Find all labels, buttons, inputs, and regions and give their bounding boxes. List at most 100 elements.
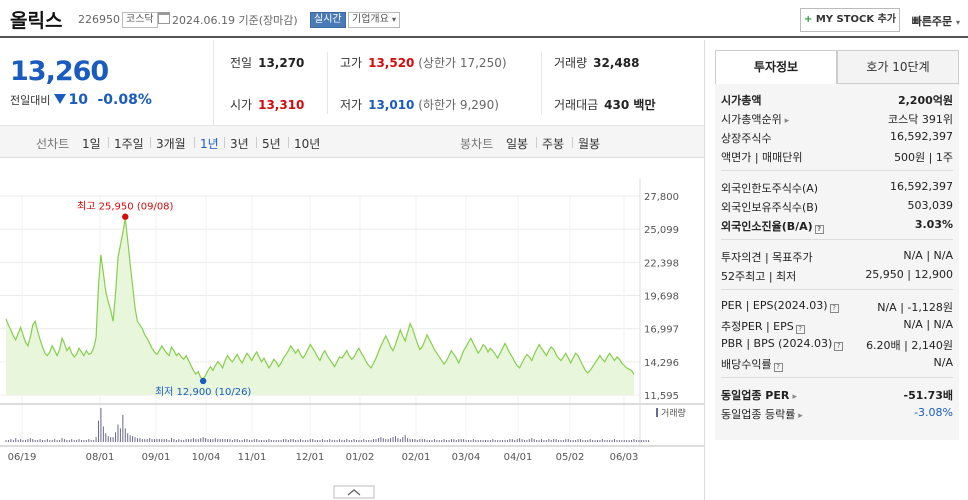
chevron-down-icon: ▾: [955, 18, 960, 27]
change-amount: 10: [68, 92, 88, 108]
market-tag: 코스닥: [122, 12, 158, 28]
volume-bar: [526, 440, 528, 442]
period-4[interactable]: 3년: [230, 137, 249, 151]
chart-svg: 27,800 25,099 22,398 19,698 16,997 14,296 11,5…: [0, 158, 704, 500]
info-value: 25,950 | 12,900: [865, 268, 953, 281]
help-icon[interactable]: ?: [795, 325, 805, 334]
low-marker: [199, 377, 207, 385]
volume-bar: [90, 440, 92, 442]
volume-bar: [115, 432, 117, 442]
info-key: 액면가 | 매매단위: [721, 151, 803, 164]
info-key[interactable]: 동일업종 등락률 ▸: [721, 408, 803, 421]
low-label: 최저 12,900 (10/26): [155, 386, 251, 398]
help-icon[interactable]: ?: [834, 342, 844, 351]
period-1[interactable]: 1주일: [114, 137, 144, 151]
volume-bar: [436, 440, 438, 442]
volume-bar: [153, 439, 155, 442]
price-line: [5, 218, 635, 380]
plus-icon: +: [803, 14, 813, 25]
info-row: 시가총액순위 ▸ 코스닥 391위: [721, 111, 953, 129]
help-icon[interactable]: ?: [814, 225, 824, 234]
volume-bar: [163, 439, 165, 442]
volume-bar: [56, 440, 58, 442]
volume-bar: [171, 438, 173, 442]
divider: [108, 137, 109, 148]
volume-bar: [548, 439, 550, 442]
volume-bar: [577, 439, 579, 442]
volume-bar: [631, 440, 633, 442]
info-key[interactable]: 동일업종 PER ▸: [721, 389, 798, 402]
y-tick-label: 25,099: [644, 225, 679, 236]
volume-bar: [42, 440, 44, 442]
help-icon[interactable]: ?: [829, 304, 839, 313]
period-0[interactable]: 1일: [82, 137, 101, 151]
volume-bar: [24, 440, 26, 442]
volume-bar: [76, 440, 78, 442]
volume: 거래량 32,488: [554, 54, 639, 71]
volume-bar: [173, 439, 175, 442]
volume-bar: [110, 437, 112, 442]
period-2[interactable]: 3개월: [156, 137, 186, 151]
tab-investment-info[interactable]: 투자정보: [715, 50, 837, 84]
period-5[interactable]: 5년: [262, 137, 281, 151]
volume-bar: [34, 440, 36, 442]
volume-bar: [492, 439, 494, 442]
candle-chart-label: 봉차트: [460, 137, 494, 151]
price-box: 13,260 전일대비 10 -0.08%: [0, 40, 214, 126]
change-row: 전일대비 10 -0.08%: [10, 92, 152, 108]
volume-bar: [278, 440, 280, 442]
info-key: PER | EPS(2024.03)?: [721, 299, 839, 313]
volume-bar: [214, 438, 216, 442]
period-6[interactable]: 10년: [294, 137, 321, 151]
volume-bar: [54, 439, 56, 442]
volume-bar: [144, 439, 146, 442]
add-mystock-label: MY STOCK 추가: [815, 14, 897, 25]
volume-bar: [407, 438, 409, 442]
volume-bar: [319, 440, 321, 442]
y-tick-label: 14,296: [644, 358, 679, 369]
volume-bar: [480, 440, 482, 442]
volume-bar: [321, 439, 323, 442]
info-key: 외국인소진율(B/A)?: [721, 218, 824, 234]
volume-bar: [387, 439, 389, 442]
collapse-button[interactable]: [333, 485, 375, 499]
company-overview-button[interactable]: 기업개요 ▾: [348, 12, 401, 28]
volume-bar: [446, 440, 448, 442]
y-tick-label: 16,997: [644, 325, 679, 336]
info-row: 52주최고 | 최저 25,950 | 12,900: [721, 268, 953, 286]
candle-1[interactable]: 주봉: [542, 137, 565, 151]
volume-bar: [334, 440, 336, 442]
volume-bar: [368, 440, 370, 442]
info-row: 동일업종 PER ▸ -51.73배: [721, 387, 953, 405]
volume-bar: [212, 439, 214, 442]
info-row: 외국인소진율(B/A)? 3.03%: [721, 218, 953, 236]
upper-limit: (상한가 17,250): [418, 56, 507, 70]
volume-bar: [309, 439, 311, 442]
add-mystock-button[interactable]: + MY STOCK 추가: [800, 8, 900, 32]
volume-bar: [132, 436, 134, 442]
volume-bar: [136, 438, 138, 442]
down-arrow-icon: [54, 94, 67, 104]
realtime-button[interactable]: 실시간: [310, 12, 346, 28]
candle-2[interactable]: 월봉: [578, 137, 601, 151]
divider: [536, 137, 537, 148]
volume-bar: [304, 440, 306, 442]
candle-0[interactable]: 일봉: [506, 137, 529, 151]
volume-bar: [197, 439, 199, 442]
volume-bar: [570, 440, 572, 442]
volume-bar: [363, 439, 365, 442]
divider: [256, 137, 257, 148]
volume-bar: [229, 439, 231, 442]
period-3[interactable]: 1년: [200, 137, 219, 151]
volume-bar: [572, 440, 574, 442]
info-key[interactable]: 시가총액순위 ▸: [721, 113, 790, 126]
volume-bar: [536, 440, 538, 442]
volume-bar: [348, 440, 350, 442]
tab-order-book[interactable]: 호가 10단계: [837, 50, 959, 84]
quick-order-button[interactable]: 빠른주문 ▾: [912, 13, 960, 29]
current-price: 13,260: [10, 56, 109, 87]
help-icon[interactable]: ?: [773, 363, 783, 372]
volume-bar: [360, 440, 362, 442]
volume-bar: [579, 439, 581, 442]
prev-close-value: 13,270: [258, 56, 305, 70]
